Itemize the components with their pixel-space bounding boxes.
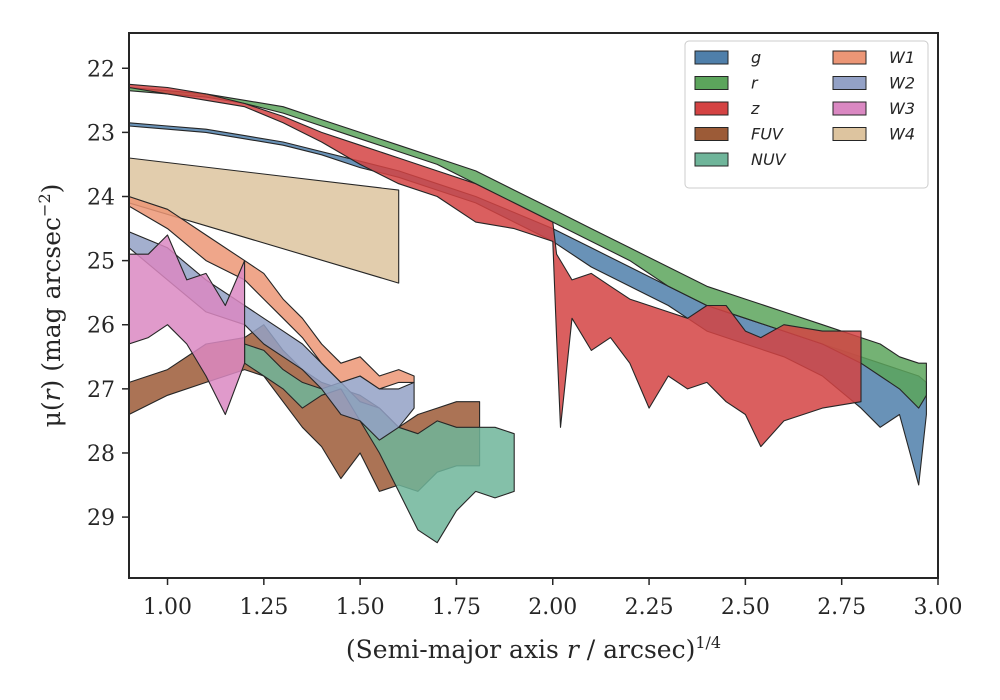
legend-label: W3 [889,99,915,118]
x-tick-label: 3.00 [914,595,963,620]
legend-label: W4 [889,125,915,144]
legend-label: FUV [751,125,784,144]
legend-swatch [832,127,867,141]
y-tick-label: 24 [87,186,115,211]
data-bands [129,83,927,544]
band-w1 [129,195,415,390]
legend-swatch [694,127,729,141]
y-tick-label: 25 [87,250,115,275]
legend-swatch [694,152,729,167]
legend-label: W1 [889,48,915,67]
x-tick-label: 2.00 [528,595,577,620]
legend-label: g [751,48,761,67]
legend-swatch [694,101,729,116]
legend-swatch [832,101,867,116]
y-tick-label: 26 [87,314,115,339]
x-tick-label: 2.75 [817,595,866,620]
band-w3 [129,234,246,416]
y-axis-label: μ(r) (mag arcsec−2) [35,184,66,428]
legend-swatch [694,50,729,65]
legend-swatch [832,76,867,90]
band-nuv [244,343,515,544]
band-w4 [129,157,400,284]
legend-label: NUV [751,150,787,169]
x-tick-label: 2.25 [625,595,674,620]
legend: grz FUV NUV W1 W2 W3 W4 [684,40,929,189]
x-tick-label: 2.50 [721,595,770,620]
legend-label: z [750,99,760,118]
legend-box [684,40,929,189]
y-tick-label: 22 [87,57,115,82]
band-z [129,83,862,448]
legend-swatch [832,50,867,65]
x-tick-label: 1.00 [143,595,192,620]
band-r [129,86,927,409]
x-tick-label: 1.25 [239,595,288,620]
y-tick-label: 29 [87,506,115,531]
legend-swatch [694,76,729,90]
plot-frame [128,32,939,579]
legend-label: r [751,74,759,93]
y-tick-label: 27 [87,378,115,403]
legend-label: W2 [889,74,915,93]
axes: 1.00 1.25 1.50 1.75 2.00 2.25 2.50 2.75 3.00 22 23… [87,32,963,620]
y-tick-label: 23 [87,121,115,146]
x-tick-label: 1.50 [336,595,385,620]
x-axis-label: (Semi-major axis r / arcsec)1/4 [346,633,721,664]
y-tick-label: 28 [87,442,115,467]
x-tick-label: 1.75 [432,595,481,620]
